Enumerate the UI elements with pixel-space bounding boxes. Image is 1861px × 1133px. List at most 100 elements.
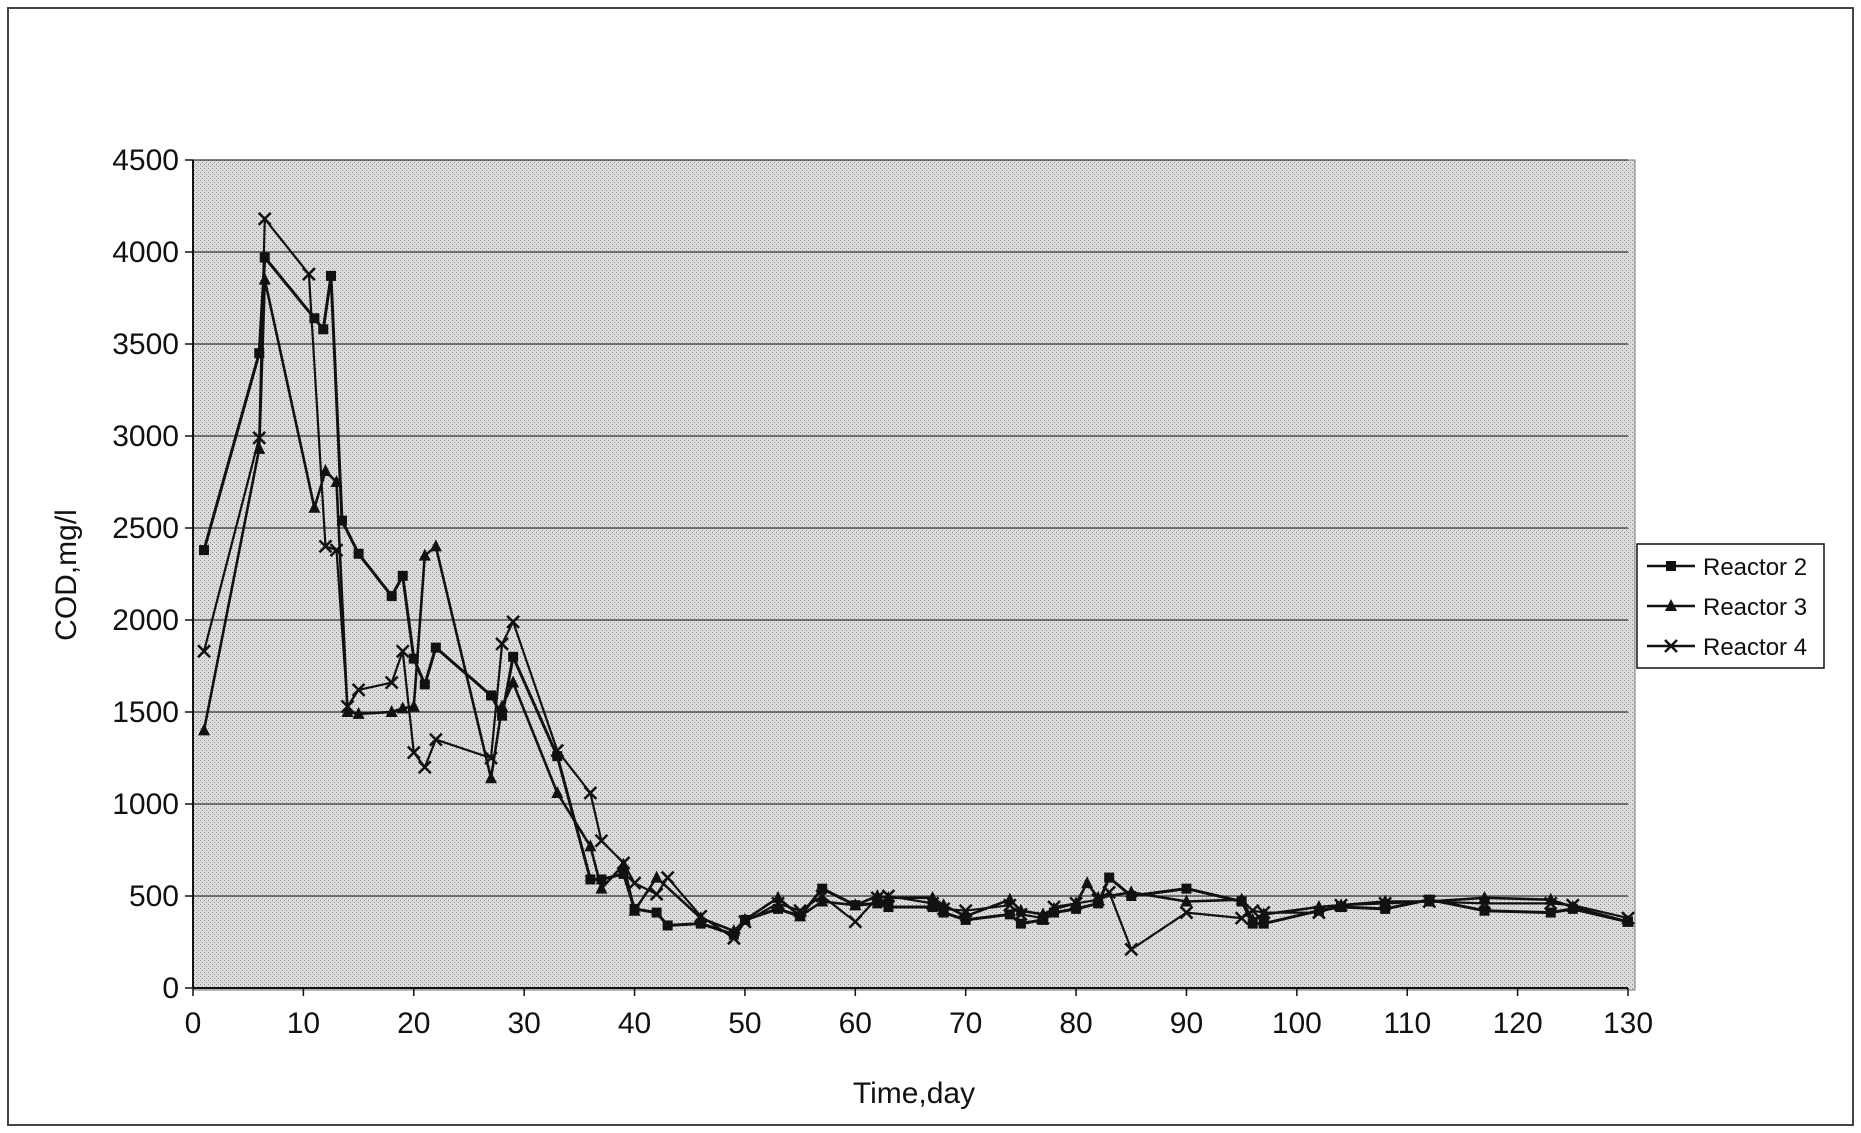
x-tick-label: 130 — [1603, 1007, 1653, 1040]
data-point-reactor-4 — [1621, 911, 1635, 925]
data-point-reactor-4 — [1312, 905, 1326, 920]
data-point-reactor-2 — [552, 751, 563, 762]
x-tick-label: 110 — [1383, 1007, 1431, 1040]
data-point-reactor-3 — [1125, 885, 1138, 898]
data-point-reactor-2 — [408, 653, 419, 664]
data-point-reactor-4 — [793, 903, 807, 918]
data-point-reactor-2 — [883, 902, 894, 913]
data-point-reactor-4 — [1422, 894, 1437, 909]
data-point-reactor-2 — [309, 313, 320, 324]
y-tick-label: 4500 — [112, 144, 179, 177]
data-point-reactor-3 — [1235, 892, 1248, 905]
data-point-reactor-4 — [550, 743, 565, 758]
x-axis-title: Time,day — [853, 1077, 975, 1110]
data-point-reactor-2 — [817, 883, 828, 894]
series-reactor-4 — [197, 211, 1635, 957]
data-point-reactor-4 — [252, 430, 267, 445]
y-tick-label: 3000 — [112, 420, 179, 453]
data-point-reactor-4 — [495, 637, 509, 651]
data-point-reactor-4 — [1036, 911, 1050, 925]
data-point-reactor-2 — [353, 548, 364, 559]
legend-label-reactor-4: Reactor 4 — [1703, 634, 1807, 661]
data-point-reactor-3 — [352, 706, 365, 719]
x-tick-label: 30 — [507, 1007, 540, 1040]
data-point-reactor-2 — [397, 570, 408, 581]
data-point-reactor-3 — [429, 539, 442, 552]
data-point-reactor-2 — [199, 545, 210, 556]
x-tick-label: 0 — [185, 1007, 202, 1040]
data-point-reactor-4 — [1378, 896, 1393, 911]
data-point-reactor-2 — [1479, 905, 1490, 916]
data-point-reactor-4 — [660, 870, 675, 885]
data-point-reactor-2 — [1380, 903, 1391, 914]
data-point-reactor-4 — [771, 896, 785, 911]
legend-marker-reactor-2 — [1666, 561, 1676, 571]
data-point-reactor-2 — [254, 348, 265, 359]
data-point-reactor-4 — [649, 887, 664, 902]
data-point-reactor-4 — [406, 745, 421, 760]
data-point-reactor-3 — [816, 894, 829, 907]
data-point-reactor-3 — [584, 839, 597, 852]
data-point-reactor-4 — [1334, 898, 1348, 913]
data-point-reactor-4 — [1102, 885, 1117, 900]
data-point-reactor-4 — [870, 890, 885, 905]
data-point-reactor-3 — [650, 870, 663, 883]
y-axis-title: COD,mg/l — [50, 509, 83, 641]
data-point-reactor-3 — [418, 548, 431, 561]
x-tick-label: 90 — [1170, 1007, 1203, 1040]
data-point-reactor-4 — [815, 889, 830, 903]
y-tick-label: 0 — [162, 972, 179, 1005]
data-point-reactor-4 — [302, 267, 316, 281]
data-point-reactor-4 — [1124, 942, 1139, 957]
x-tick-label: 100 — [1272, 1007, 1322, 1040]
data-point-reactor-3 — [1622, 914, 1634, 927]
y-tick-label: 2500 — [112, 512, 179, 545]
data-point-reactor-2 — [1181, 883, 1192, 894]
data-point-reactor-3 — [396, 701, 409, 714]
x-tick-label: 120 — [1493, 1007, 1543, 1040]
data-point-reactor-2 — [1015, 918, 1026, 929]
x-tick-label: 10 — [287, 1007, 320, 1040]
data-point-reactor-4 — [738, 914, 752, 929]
data-point-reactor-2 — [773, 903, 784, 914]
data-point-reactor-3 — [198, 723, 211, 736]
data-point-reactor-4 — [506, 614, 520, 629]
y-tick-label: 4000 — [112, 236, 179, 269]
data-point-reactor-4 — [1565, 898, 1580, 913]
data-point-reactor-2 — [618, 868, 629, 879]
data-point-reactor-2 — [419, 679, 430, 690]
data-point-reactor-4 — [616, 855, 631, 870]
data-point-reactor-3 — [496, 699, 509, 712]
data-point-reactor-4 — [329, 543, 344, 557]
data-point-reactor-2 — [1258, 918, 1269, 929]
x-tick-label: 80 — [1059, 1007, 1092, 1040]
data-point-reactor-4 — [1047, 900, 1061, 914]
data-point-reactor-4 — [1245, 903, 1260, 918]
data-point-reactor-4 — [594, 833, 609, 848]
data-point-reactor-4 — [384, 675, 399, 690]
data-point-reactor-2 — [872, 898, 883, 909]
data-point-reactor-3 — [258, 272, 271, 285]
data-point-reactor-2 — [430, 642, 441, 653]
legend-label-reactor-3: Reactor 3 — [1703, 594, 1807, 621]
data-point-reactor-3 — [959, 909, 972, 922]
data-point-reactor-2 — [497, 710, 508, 721]
data-point-reactor-3 — [595, 881, 608, 894]
data-point-reactor-4 — [1002, 898, 1017, 913]
data-point-reactor-2 — [1071, 903, 1082, 914]
data-point-reactor-3 — [319, 463, 332, 476]
data-point-reactor-2 — [325, 270, 336, 281]
data-point-reactor-2 — [585, 874, 596, 885]
x-tick-label: 50 — [728, 1007, 761, 1040]
data-point-reactor-2 — [596, 874, 607, 885]
data-point-reactor-4 — [1013, 907, 1028, 922]
x-tick-label: 40 — [618, 1007, 651, 1040]
tick-labels: 0 500 1000 1500 2000 2500 3000 3500 4000 4500 0 10 2… — [112, 144, 1653, 1040]
data-point-reactor-2 — [386, 591, 397, 602]
data-point-reactor-3 — [341, 705, 354, 717]
data-point-reactor-4 — [958, 903, 973, 918]
data-point-reactor-4 — [583, 786, 598, 800]
data-point-reactor-2 — [662, 920, 673, 931]
legend-marker-reactor-3 — [1665, 599, 1677, 611]
